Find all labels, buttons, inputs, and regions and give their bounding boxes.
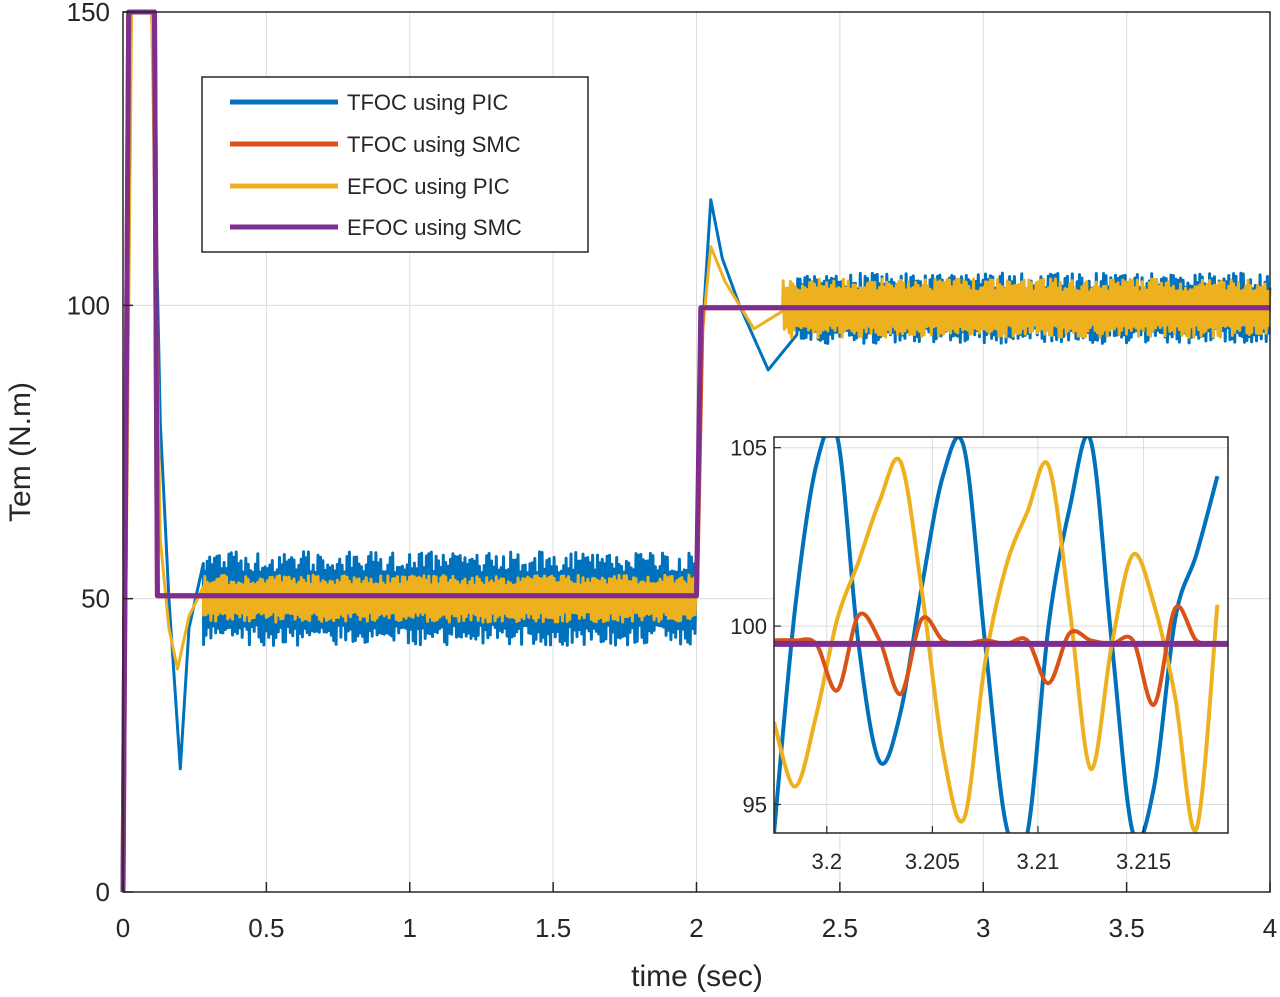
inset-y-tick-label: 95 xyxy=(743,792,767,817)
y-tick-label: 50 xyxy=(81,584,110,614)
inset-series-line-efoc-using-pic xyxy=(774,456,1220,833)
inset-x-tick-label: 3.215 xyxy=(1116,849,1171,874)
inset-y-tick-label: 105 xyxy=(730,436,767,461)
inset-x-tick-label: 3.2 xyxy=(811,849,842,874)
inset-axes-box xyxy=(773,436,1229,834)
legend-label-efoc-smc: EFOC using SMC xyxy=(347,215,522,240)
inset-background xyxy=(774,437,1228,833)
legend-label-tfoc-pic: TFOC using PIC xyxy=(347,90,508,115)
x-tick-label: 3 xyxy=(976,913,990,943)
x-tick-label: 2.5 xyxy=(822,913,858,943)
legend-label-tfoc-smc: TFOC using SMC xyxy=(347,132,521,157)
series-line-efoc-using-pic xyxy=(121,10,1272,893)
legend-box xyxy=(201,76,589,253)
x-tick-label: 1 xyxy=(403,913,417,943)
inset-x-tick-label: 3.21 xyxy=(1017,849,1060,874)
y-tick-label: 0 xyxy=(96,877,110,907)
inset-x-tick-label: 3.205 xyxy=(905,849,960,874)
main-tick-labels: 0 0.5 1 1.5 2 2.5 3 3.5 4 0 50 100 150 xyxy=(67,0,1278,943)
y-axis-label: Tem (N.m) xyxy=(4,382,37,522)
x-axis-label: time (sec) xyxy=(631,960,763,993)
inset-y-tick-label: 100 xyxy=(730,614,767,639)
inset-series-line-tfoc-using-pic xyxy=(774,437,1220,833)
main-series-group xyxy=(120,9,1272,893)
x-tick-label: 0 xyxy=(116,913,130,943)
x-tick-label: 4 xyxy=(1263,913,1277,943)
inset-tick-labels: 3.2 3.205 3.21 3.215 95 100 105 xyxy=(730,436,1171,874)
legend: TFOC using PIC TFOC using SMC EFOC using… xyxy=(201,76,589,253)
inset-series-group xyxy=(774,437,1228,833)
x-tick-label: 1.5 xyxy=(535,913,571,943)
x-tick-label: 0.5 xyxy=(248,913,284,943)
x-tick-label: 3.5 xyxy=(1109,913,1145,943)
x-tick-label: 2 xyxy=(689,913,703,943)
y-tick-label: 100 xyxy=(67,290,110,320)
y-tick-label: 150 xyxy=(67,0,110,27)
legend-label-efoc-pic: EFOC using PIC xyxy=(347,174,510,199)
